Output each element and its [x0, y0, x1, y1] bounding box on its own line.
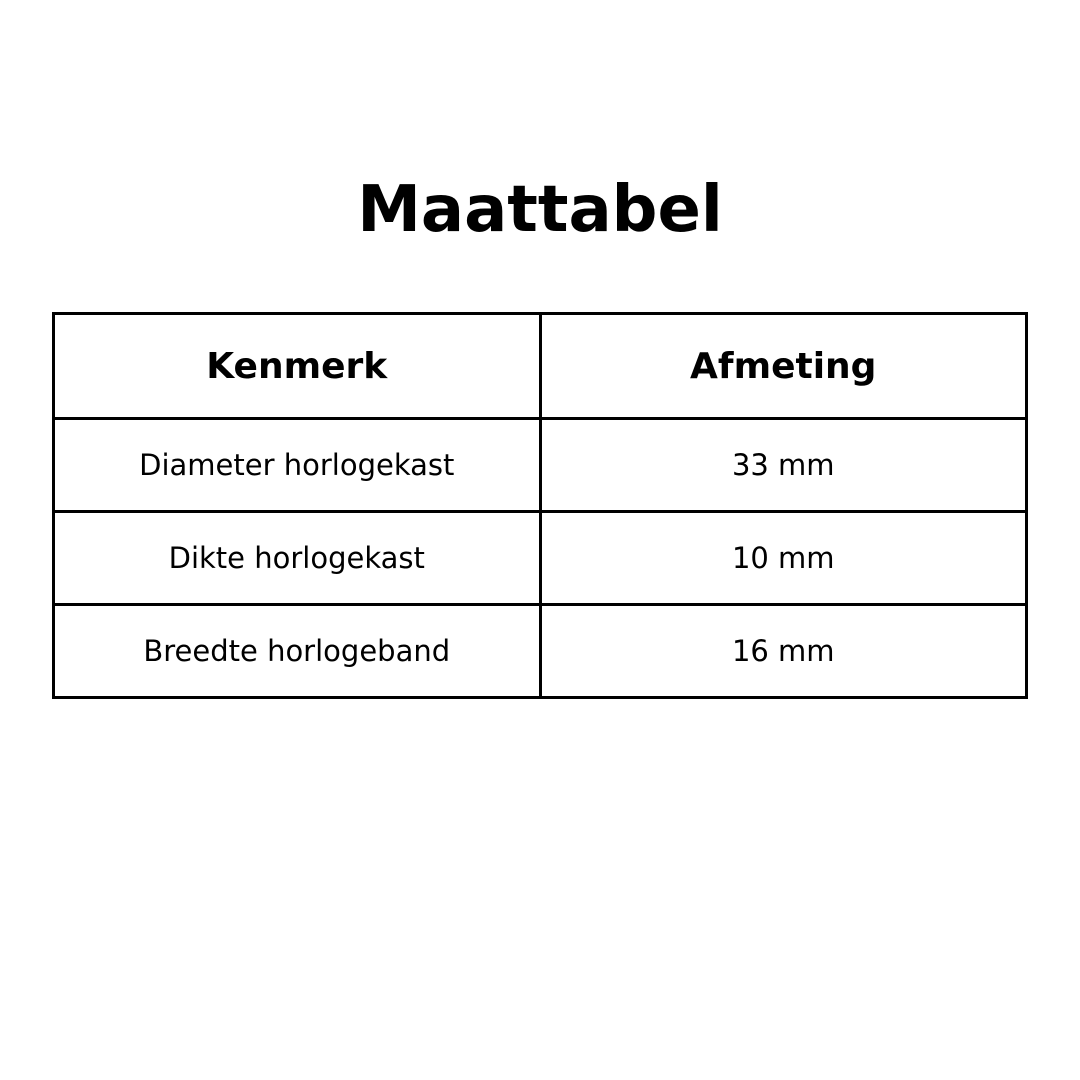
size-table: Kenmerk Afmeting Diameter horlogekast 33…: [52, 312, 1028, 699]
cell-feature: Breedte horlogeband: [52, 603, 542, 699]
table-row: Dikte horlogekast 10 mm: [52, 510, 1028, 606]
cell-value: 10 mm: [538, 510, 1028, 606]
table-header-row: Kenmerk Afmeting: [52, 312, 1028, 420]
table-row: Breedte horlogeband 16 mm: [52, 603, 1028, 699]
page-title: Maattabel: [357, 173, 723, 247]
cell-value: 33 mm: [538, 417, 1028, 513]
cell-feature: Dikte horlogekast: [52, 510, 542, 606]
table-row: Diameter horlogekast 33 mm: [52, 417, 1028, 513]
cell-feature: Diameter horlogekast: [52, 417, 542, 513]
cell-value: 16 mm: [538, 603, 1028, 699]
header-kenmerk: Kenmerk: [52, 312, 542, 420]
header-afmeting: Afmeting: [538, 312, 1028, 420]
